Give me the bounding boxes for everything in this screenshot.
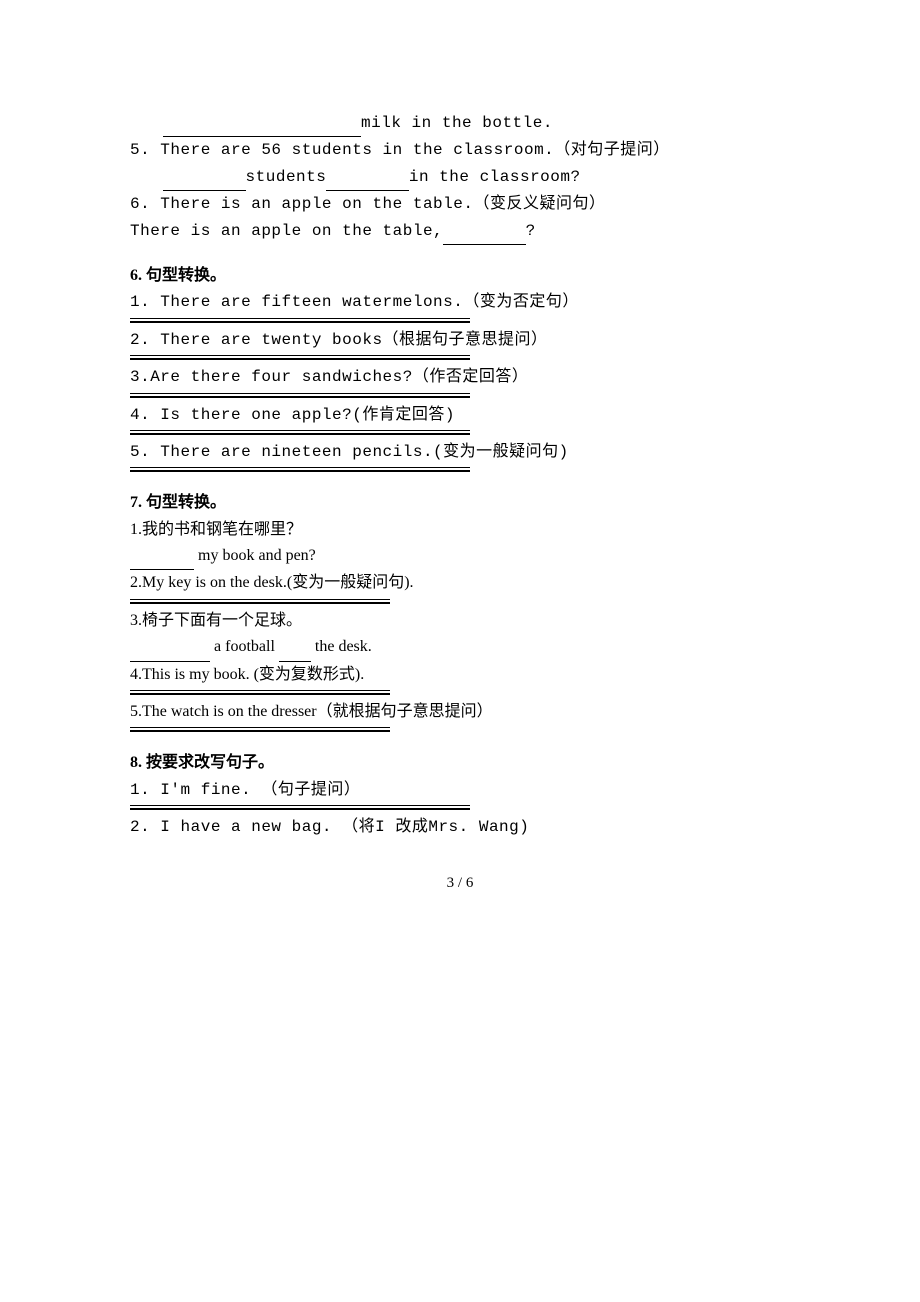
section-6-heading: 6. 句型转换。: [130, 263, 790, 289]
text: There is an apple on the table,: [130, 222, 443, 240]
blank-fill[interactable]: [326, 164, 409, 191]
blank-fill[interactable]: [130, 634, 210, 661]
s7-q1: 1.我的书和钢笔在哪里？: [130, 517, 790, 543]
answer-line[interactable]: [130, 358, 470, 360]
s8-q1: 1. I'm fine. （句子提问）: [130, 777, 790, 803]
text: ?: [526, 222, 536, 240]
s7-q3b: a football the desk.: [130, 634, 790, 661]
text: students: [246, 168, 327, 186]
text: the desk.: [311, 638, 372, 655]
text: my book and pen?: [194, 547, 316, 564]
answer-line[interactable]: [130, 321, 470, 323]
q6-line2: There is an apple on the table, ?: [130, 218, 790, 245]
s6-q5: 5. There are nineteen pencils.(变为一般疑问句): [130, 439, 790, 465]
section-8-heading: 8. 按要求改写句子。: [130, 750, 790, 776]
s6-q3: 3.Are there four sandwiches?（作否定回答）: [130, 364, 790, 390]
section-7-heading: 7. 句型转换。: [130, 490, 790, 516]
s7-q5: 5.The watch is on the dresser（就根据句子意思提问）: [130, 699, 790, 725]
s7-q1b: my book and pen?: [130, 543, 790, 570]
s7-q2: 2.My key is on the desk.(变为一般疑问句).: [130, 570, 790, 596]
q5-line1: 5. There are 56 students in the classroo…: [130, 137, 790, 163]
s6-q1: 1. There are fifteen watermelons.（变为否定句）: [130, 289, 790, 315]
answer-line[interactable]: [130, 393, 470, 394]
answer-line[interactable]: [130, 690, 390, 691]
blank-fill[interactable]: [279, 634, 311, 661]
answer-line[interactable]: [130, 808, 470, 810]
worksheet-page: milk in the bottle. 5. There are 56 stud…: [0, 0, 920, 935]
q5-line2: students in the classroom?: [130, 164, 790, 191]
page-number: 3 / 6: [130, 871, 790, 896]
s7-q4: 4.This is my book. (变为复数形式).: [130, 662, 790, 688]
answer-line[interactable]: [130, 430, 470, 431]
q4-continuation: milk in the bottle.: [130, 110, 790, 137]
answer-line[interactable]: [130, 727, 390, 728]
answer-line[interactable]: [130, 805, 470, 806]
text: in the classroom?: [409, 168, 581, 186]
answer-line[interactable]: [130, 355, 470, 356]
text: a football: [210, 638, 279, 655]
blank-fill[interactable]: [163, 110, 361, 137]
s6-q2: 2. There are twenty books（根据句子意思提问）: [130, 327, 790, 353]
answer-line[interactable]: [130, 467, 470, 468]
answer-line[interactable]: [130, 433, 470, 435]
text: milk in the bottle.: [361, 114, 553, 132]
s8-q2: 2. I have a new bag. （将I 改成Mrs. Wang): [130, 814, 790, 840]
blank-fill[interactable]: [443, 218, 526, 245]
answer-line[interactable]: [130, 730, 390, 732]
s6-q4: 4. Is there one apple?(作肯定回答): [130, 402, 790, 428]
answer-line[interactable]: [130, 318, 470, 319]
answer-line[interactable]: [130, 693, 390, 695]
blank-fill[interactable]: [130, 543, 194, 570]
answer-line[interactable]: [130, 396, 470, 398]
indent: [130, 114, 163, 132]
answer-line[interactable]: [130, 470, 470, 472]
blank-fill[interactable]: [163, 164, 246, 191]
s7-q3: 3.椅子下面有一个足球。: [130, 608, 790, 634]
q6-line1: 6. There is an apple on the table.（变反义疑问…: [130, 191, 790, 217]
answer-line[interactable]: [130, 599, 390, 600]
answer-line[interactable]: [130, 602, 390, 604]
indent: [130, 168, 163, 186]
